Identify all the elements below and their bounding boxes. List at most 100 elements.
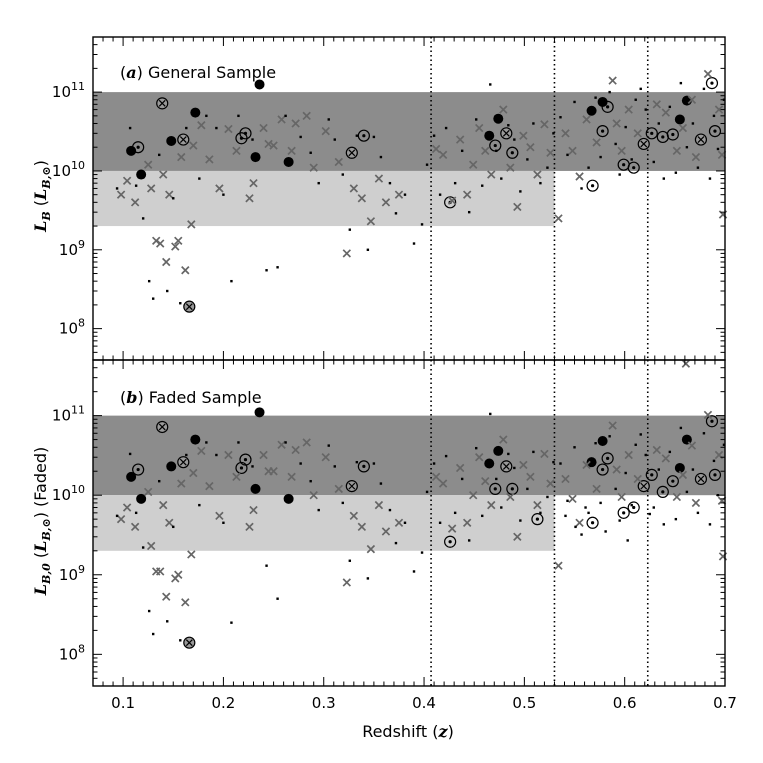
panel-b-x-point-60-stroke-2	[575, 518, 584, 527]
panel-b-x-point-18	[215, 511, 224, 521]
panel-b-dot-point-27	[348, 559, 352, 562]
panel-a-x-point-75	[714, 105, 724, 114]
panel-b-x-point-62-stroke-2	[592, 484, 601, 494]
panel-b-x-point-0	[116, 514, 126, 524]
panel-a-x-point-2	[130, 198, 140, 207]
panel-b-dot-point-59	[573, 446, 576, 449]
panel-a-dot-point-53	[532, 122, 535, 125]
panel-a-dot-point-50	[513, 138, 516, 141]
panel-a-dot-point-31	[379, 155, 383, 159]
panel-b-dot-point-76	[674, 517, 678, 521]
panel-a-dot-point-66	[618, 173, 621, 176]
panel-b-open-circle-point-4	[444, 535, 457, 548]
panel-b-x-point-25	[269, 467, 278, 476]
panel-a-filled-circle-point-2	[166, 135, 177, 146]
panel-b-dot-point-12	[205, 441, 208, 444]
panel-b-dot-point-0	[115, 514, 119, 518]
panel-b-x-point-45-stroke-2	[469, 490, 478, 500]
panel-a-dot-point-59	[573, 100, 576, 104]
panel-a-open-circle-point-7-ring	[586, 179, 599, 192]
panel-b-dot-point-13	[215, 453, 218, 457]
panel-a-x-point-30	[309, 163, 318, 172]
panel-a-dot-point-60	[580, 187, 583, 190]
panel-b-dot-point-78	[685, 490, 689, 494]
panel-b-dot-point-44	[475, 446, 478, 450]
panel-a-x-point-6	[156, 239, 165, 248]
panel-b-x-point-65-stroke-2	[617, 492, 626, 502]
panel-a-x-point-15	[189, 141, 198, 150]
panel-b-x-point-14	[187, 550, 196, 559]
panel-a-circle-x-point-0	[156, 97, 169, 110]
panel-a-x-point-29	[302, 111, 311, 121]
panel-a-label: (a) General Sample	[120, 63, 276, 82]
panel-a-dot-point-70	[639, 87, 642, 91]
panel-a-dot-point-42	[460, 149, 464, 153]
panel-a-x-point-43	[455, 135, 465, 144]
panel-a-x-point-35-stroke-2	[357, 194, 367, 203]
panel-b-x-point-67	[633, 474, 642, 484]
panel-b-x-point-7-stroke-2	[159, 500, 168, 510]
panel-a-filled-circle-point-8	[493, 113, 504, 124]
panel-b-x-point-72	[687, 441, 697, 450]
panel-a-x-point-32-stroke-2	[334, 157, 343, 167]
panel-b-dot-point-43	[467, 539, 471, 542]
panel-a-x-point-58-stroke-2	[561, 129, 570, 138]
panel-a-open-circle-point-14-center	[710, 81, 714, 85]
panel-a-x-point-5	[151, 236, 161, 246]
panel-a-x-point-41-stroke-2	[438, 150, 448, 160]
panel-a-x-point-44	[462, 190, 472, 199]
panel-b-open-circle-point-6-center	[510, 487, 514, 491]
panel-a-x-point-49-stroke-2	[499, 105, 508, 114]
panel-b-x-point-37-stroke-2	[374, 500, 384, 510]
panel-a-x-point-0	[116, 190, 126, 199]
panel-b-x-point-23	[259, 450, 268, 460]
panel-a-x-point-0-stroke-2	[116, 190, 126, 199]
panel-b-open-circle-point-10	[617, 506, 630, 519]
panel-b-x-point-75-stroke-2	[714, 450, 724, 460]
panel-a-x-point-70	[672, 146, 682, 156]
panel-b-circle-x-point-6	[694, 472, 708, 486]
panel-b-x-point-40-stroke-2	[431, 472, 441, 482]
panel-b-filled-circle-point-1	[136, 493, 147, 504]
panel-b-dot-point-38	[432, 462, 436, 465]
panel-a-open-circle-point-16-center	[601, 129, 605, 133]
panel-a-x-point-49	[499, 105, 508, 114]
panel-a-open-circle-point-6	[506, 146, 519, 159]
panel-a-filled-circle-point-10	[597, 96, 608, 107]
panel-a-filled-circle-point-0	[126, 145, 137, 156]
panel-b-dot-point-20	[284, 441, 287, 444]
panel-a-x-point-64	[612, 119, 621, 128]
panel-a-dot-point-26	[341, 173, 344, 176]
panel-a-x-point-59-stroke-2	[568, 146, 577, 156]
panel-b-x-point-1-stroke-2	[122, 503, 132, 512]
panel-a-x-point-3	[143, 160, 153, 169]
panel-a-x-point-45-stroke-2	[469, 160, 478, 169]
panel-b-open-circle-point-17	[596, 463, 609, 476]
panel-a-x-point-30-stroke-2	[309, 163, 318, 172]
panel-b-open-circle-point-13-ring	[656, 485, 669, 498]
panel-a-dot-point-45	[481, 184, 484, 187]
panel-b-x-point-69	[661, 454, 671, 463]
panel-a-dot-point-63	[599, 155, 602, 159]
panel-a-x-point-18-stroke-2	[215, 184, 224, 193]
panel-a-dot-point-15	[230, 279, 233, 283]
panel-a-x-point-6-stroke-2	[156, 239, 165, 248]
panel-a-dot-point-17	[251, 138, 254, 141]
panel-b-x-point-27-stroke-2	[287, 472, 296, 482]
panel-b-x-point-32	[334, 484, 343, 494]
panel-b-x-point-49-stroke-2	[499, 435, 508, 444]
panel-b-x-point-66	[624, 450, 633, 460]
panel-a-dot-point-21	[299, 135, 302, 139]
panel-a-dot-point-68	[630, 158, 633, 161]
panel-a-dot-point-73	[657, 122, 660, 125]
panel-a-dot-point-38	[432, 134, 436, 137]
panel-b-x-point-48-stroke-2	[487, 500, 496, 510]
panel-b-dot-point-45	[481, 514, 484, 518]
panel-a-dot-point-24	[327, 118, 330, 121]
panel-a-band-1	[93, 170, 555, 227]
panel-a-dot-point-12	[205, 114, 208, 118]
panel-a-open-circle-point-0-ring	[132, 141, 145, 154]
panel-a-dot-point-81	[702, 87, 706, 91]
panel-a-x-point-46-stroke-2	[475, 123, 484, 133]
panel-a-dot-point-46	[489, 83, 492, 86]
